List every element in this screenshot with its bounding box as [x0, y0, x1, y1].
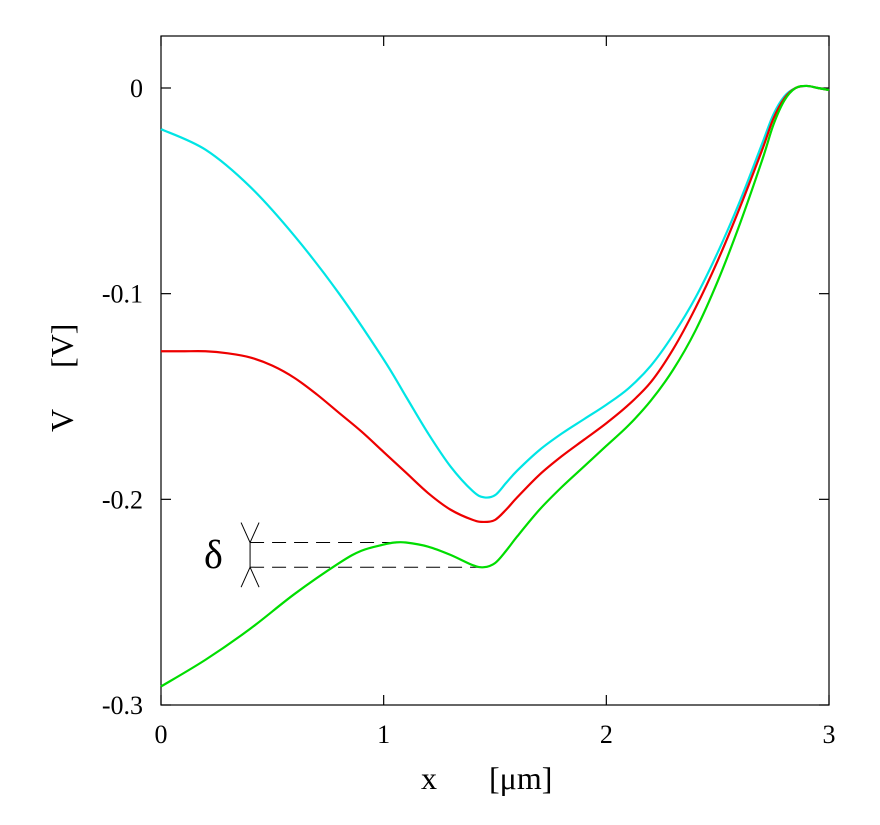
delta-marker-top-arrow — [240, 522, 260, 544]
x-axis-label: x — [421, 760, 437, 796]
y-tick-label: -0.3 — [102, 691, 143, 720]
axis-ticks — [160, 36, 830, 706]
x-tick-label: 0 — [155, 720, 168, 749]
series-line-red — [161, 84, 830, 524]
tick-labels: 0 1 2 3 0 -0.1 -0.2 -0.3 — [102, 74, 836, 749]
series-curves — [160, 84, 830, 688]
y-tick-label: 0 — [130, 74, 143, 103]
delta-marker-bottom-arrow — [240, 565, 260, 588]
delta-annotation: δ — [204, 522, 484, 588]
plot-frame — [160, 35, 830, 706]
delta-label: δ — [204, 532, 223, 577]
series-line-cyan — [160, 84, 830, 499]
y-tick-label: -0.2 — [102, 485, 143, 514]
x-tick-label: 3 — [823, 720, 836, 749]
x-tick-label: 2 — [600, 720, 613, 749]
y-axis-unit: [V] — [44, 324, 80, 368]
series-line-green — [160, 84, 830, 688]
x-tick-label: 1 — [377, 720, 390, 749]
y-axis-label: V — [44, 409, 80, 432]
x-axis-unit: [μm] — [489, 760, 552, 796]
y-tick-label: -0.1 — [102, 280, 143, 309]
